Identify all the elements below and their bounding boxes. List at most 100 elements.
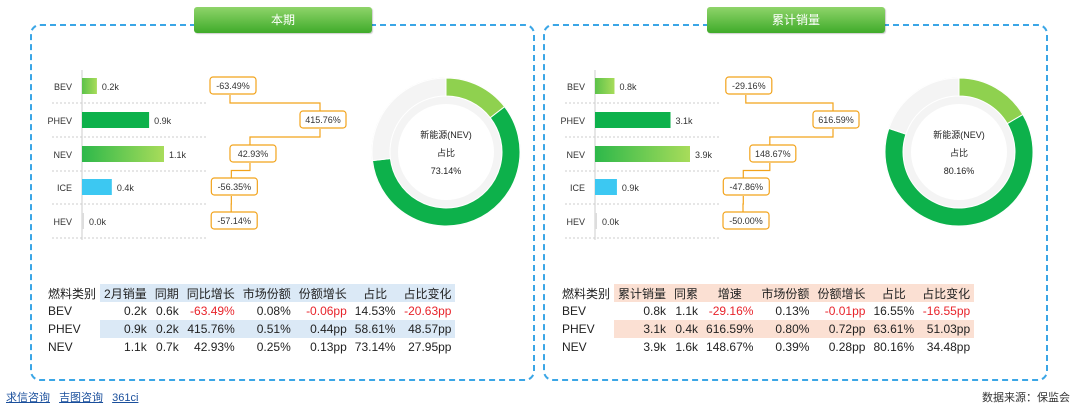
donut-label: 新能源(NEV)	[420, 129, 472, 140]
table-cell: -0.01pp	[813, 302, 869, 320]
bar-value-label: 3.1k	[676, 116, 694, 126]
table-header-cell: 燃料类别	[44, 284, 100, 302]
table-header-cell: 2月销量	[100, 284, 151, 302]
table-cell: 0.13%	[757, 302, 813, 320]
growth-label: -56.35%	[218, 182, 252, 192]
growth-connector	[250, 129, 320, 145]
table-header-cell: 累计销量	[614, 284, 670, 302]
table-cell: NEV	[44, 338, 100, 356]
table-cell: 16.55%	[869, 302, 918, 320]
growth-connector	[231, 163, 250, 178]
bar-nev	[82, 146, 164, 162]
table-cell: BEV	[558, 302, 614, 320]
table-cell: 0.08%	[239, 302, 295, 320]
growth-label: 42.93%	[238, 149, 269, 159]
category-label-phev: PHEV	[560, 116, 585, 126]
table-cell: 0.2k	[151, 320, 183, 338]
category-label-nev: NEV	[53, 150, 72, 160]
table-header-cell: 同累	[670, 284, 702, 302]
category-label-ice: ICE	[57, 183, 72, 193]
table-cell: 0.2k	[100, 302, 151, 320]
growth-label: 415.76%	[305, 115, 341, 125]
table-cell: 0.7k	[151, 338, 183, 356]
bar-hev	[82, 213, 84, 229]
category-label-nev: NEV	[566, 150, 585, 160]
table-cell: 63.61%	[869, 320, 918, 338]
table-cell: 0.6k	[151, 302, 183, 320]
table-cell: 34.48pp	[918, 338, 974, 356]
growth-connector	[746, 95, 833, 111]
table-cell: -20.63pp	[399, 302, 455, 320]
table-header-cell: 占比	[869, 284, 918, 302]
table-cell: 616.59%	[702, 320, 757, 338]
table-header-cell: 同比增长	[183, 284, 239, 302]
donut-label: 占比	[950, 147, 968, 158]
table-header-cell: 同期	[151, 284, 183, 302]
table-cell: 0.39%	[757, 338, 813, 356]
table-header-cell: 市场份额	[239, 284, 295, 302]
table-header-cell: 燃料类别	[558, 284, 614, 302]
table-cell: PHEV	[44, 320, 100, 338]
donut-value: 73.14%	[431, 166, 462, 176]
bar-phev	[595, 112, 671, 128]
category-label-bev: BEV	[54, 82, 72, 92]
table-cell: 80.16%	[869, 338, 918, 356]
category-label-ice: ICE	[570, 183, 585, 193]
table-cell: 0.44pp	[295, 320, 351, 338]
growth-label: -50.00%	[729, 216, 763, 226]
table-cell: 0.80%	[757, 320, 813, 338]
table-cell: 0.51%	[239, 320, 295, 338]
table-cell: 0.13pp	[295, 338, 351, 356]
growth-label: 148.67%	[755, 149, 791, 159]
table-header-cell: 份额增长	[295, 284, 351, 302]
table-cell: 0.72pp	[813, 320, 869, 338]
bar-value-label: 0.0k	[602, 217, 620, 227]
bar-value-label: 0.9k	[154, 116, 172, 126]
table-cell: 3.1k	[614, 320, 670, 338]
table-header-row: 燃料类别累计销量同累增速市场份额份额增长占比占比变化	[558, 284, 974, 302]
bar-phev	[82, 112, 149, 128]
table-cell: 0.9k	[100, 320, 151, 338]
table-cell: 42.93%	[183, 338, 239, 356]
footer-link-361ci[interactable]: 361ci	[112, 392, 138, 404]
bar-ice	[595, 179, 617, 195]
bar-bev	[82, 78, 97, 94]
bar-value-label: 1.1k	[169, 150, 187, 160]
table-cell: 73.14%	[351, 338, 400, 356]
footer-link-jitu[interactable]: 吉图咨询	[59, 392, 103, 404]
category-label-phev: PHEV	[47, 116, 72, 126]
table-header-cell: 增速	[702, 284, 757, 302]
table-header-cell: 占比变化	[918, 284, 974, 302]
bar-bev	[595, 78, 614, 94]
bar-value-label: 0.9k	[622, 183, 640, 193]
table-cell: PHEV	[558, 320, 614, 338]
donut-value: 80.16%	[944, 166, 975, 176]
table-cell: -0.06pp	[295, 302, 351, 320]
table-cell: 58.61%	[351, 320, 400, 338]
table-cell: 0.8k	[614, 302, 670, 320]
footer-link-qiuxin[interactable]: 求信咨询	[6, 392, 50, 404]
table-cell: 14.53%	[351, 302, 400, 320]
category-label-hev: HEV	[566, 217, 585, 227]
footer-links: 求信咨询 吉图咨询 361ci	[6, 389, 144, 405]
growth-label: -63.49%	[216, 81, 250, 91]
table-cell: NEV	[558, 338, 614, 356]
data-source: 数据来源：保监会	[982, 389, 1070, 405]
table-cell: 0.4k	[670, 320, 702, 338]
table-header-cell: 份额增长	[813, 284, 869, 302]
table-cell: 1.1k	[100, 338, 151, 356]
table-header-cell: 占比变化	[399, 284, 455, 302]
table-cell: 27.95pp	[399, 338, 455, 356]
table-cell: -16.55pp	[918, 302, 974, 320]
category-label-bev: BEV	[567, 82, 585, 92]
table-cell: 48.57pp	[399, 320, 455, 338]
table-cell: -29.16%	[702, 302, 757, 320]
